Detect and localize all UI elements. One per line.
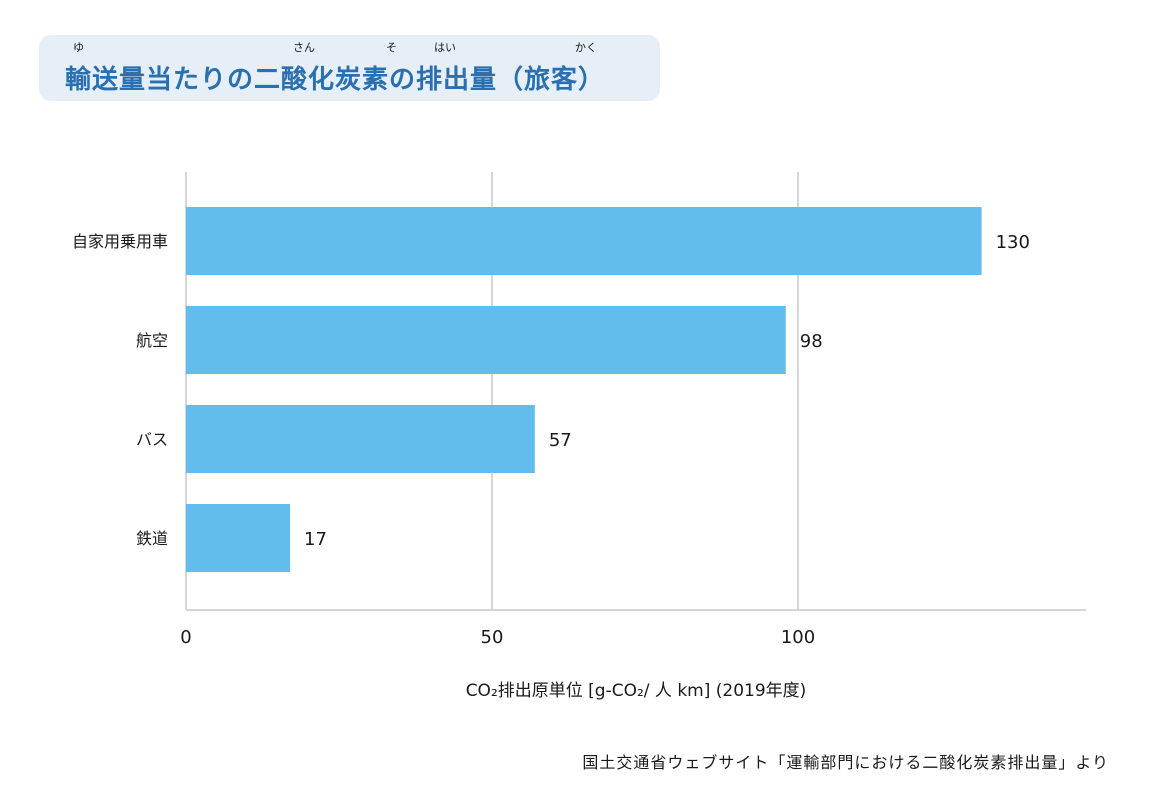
- bar-3: [186, 504, 291, 572]
- chart-title: 輸送量当たりの二酸化炭素の排出量（旅客）: [65, 65, 606, 95]
- bar-1: [186, 306, 786, 374]
- data-label-2: 57: [549, 430, 572, 451]
- x-tick-label-2: 100: [781, 627, 815, 648]
- bar-0: [186, 207, 982, 275]
- x-tick-label-0: 0: [180, 627, 191, 648]
- title-ruby-so: そ: [386, 41, 397, 54]
- title-ruby-san: さん: [293, 41, 315, 54]
- category-label-3: 鉄道: [136, 529, 168, 548]
- source-note: 国土交通省ウェブサイト「運輸部門における二酸化炭素排出量」より: [582, 753, 1109, 772]
- title-box: 輸送量当たりの二酸化炭素の排出量（旅客） ゆ さん そ はい かく: [39, 35, 660, 101]
- x-tick-label-1: 50: [481, 627, 504, 648]
- bar-2: [186, 405, 535, 473]
- title-ruby-yu: ゆ: [73, 41, 84, 54]
- category-label-0: 自家用乗用車: [72, 232, 168, 251]
- title-ruby-kaku: かく: [575, 41, 597, 54]
- data-label-3: 17: [304, 529, 327, 550]
- category-label-1: 航空: [136, 331, 168, 350]
- category-label-2: バス: [136, 430, 168, 449]
- x-axis-label: CO₂排出原単位 [g-CO₂/ 人 km] (2019年度): [466, 681, 807, 701]
- title-ruby-hai: はい: [434, 41, 456, 54]
- data-label-1: 98: [800, 331, 823, 352]
- data-label-0: 130: [996, 232, 1030, 253]
